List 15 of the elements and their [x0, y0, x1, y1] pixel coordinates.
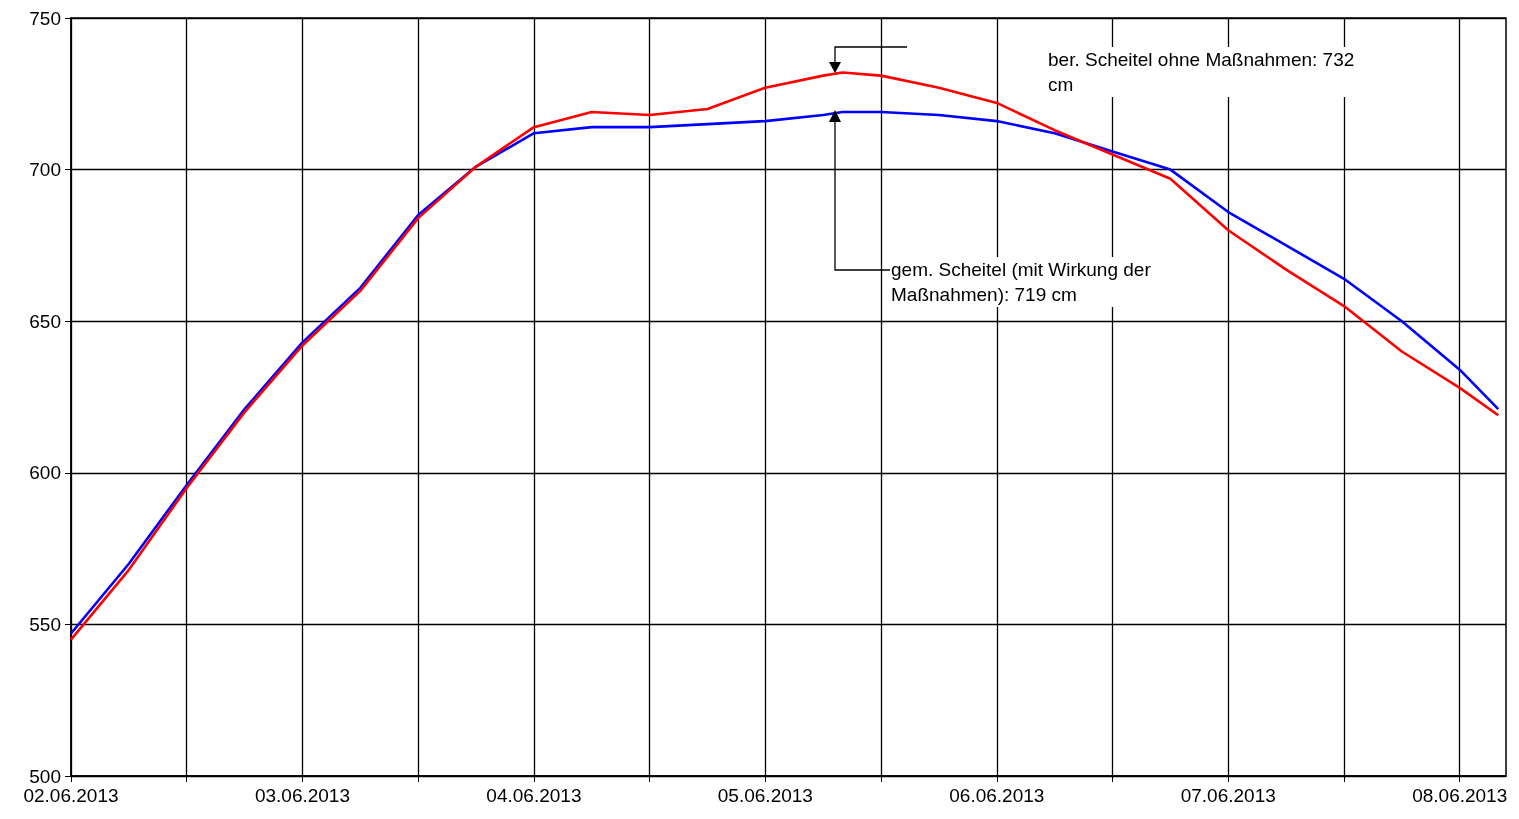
x-tick-label: 08.06.2013 [1412, 785, 1508, 806]
x-tick-label: 07.06.2013 [1180, 785, 1276, 806]
x-tick-label: 04.06.2013 [486, 785, 582, 806]
y-tick-label: 550 [29, 613, 61, 635]
annotation: gem. Scheitel (mit Wirkung der Maßnahmen): 719 cm [891, 259, 1157, 305]
x-tick-label: 05.06.2013 [717, 785, 813, 806]
x-tick-label: 03.06.2013 [254, 785, 350, 806]
y-tick-label: 600 [29, 462, 61, 484]
y-tick-label: 500 [29, 765, 61, 787]
x-tick-label: 02.06.2013 [23, 785, 119, 806]
y-tick-label: 750 [29, 7, 61, 29]
x-tick-label: 06.06.2013 [949, 785, 1045, 806]
annotation: ber. Scheitel ohne Maßnahmen: 732 cm [1048, 49, 1360, 95]
y-tick-label: 700 [29, 159, 61, 181]
y-tick-label: 650 [29, 310, 61, 332]
